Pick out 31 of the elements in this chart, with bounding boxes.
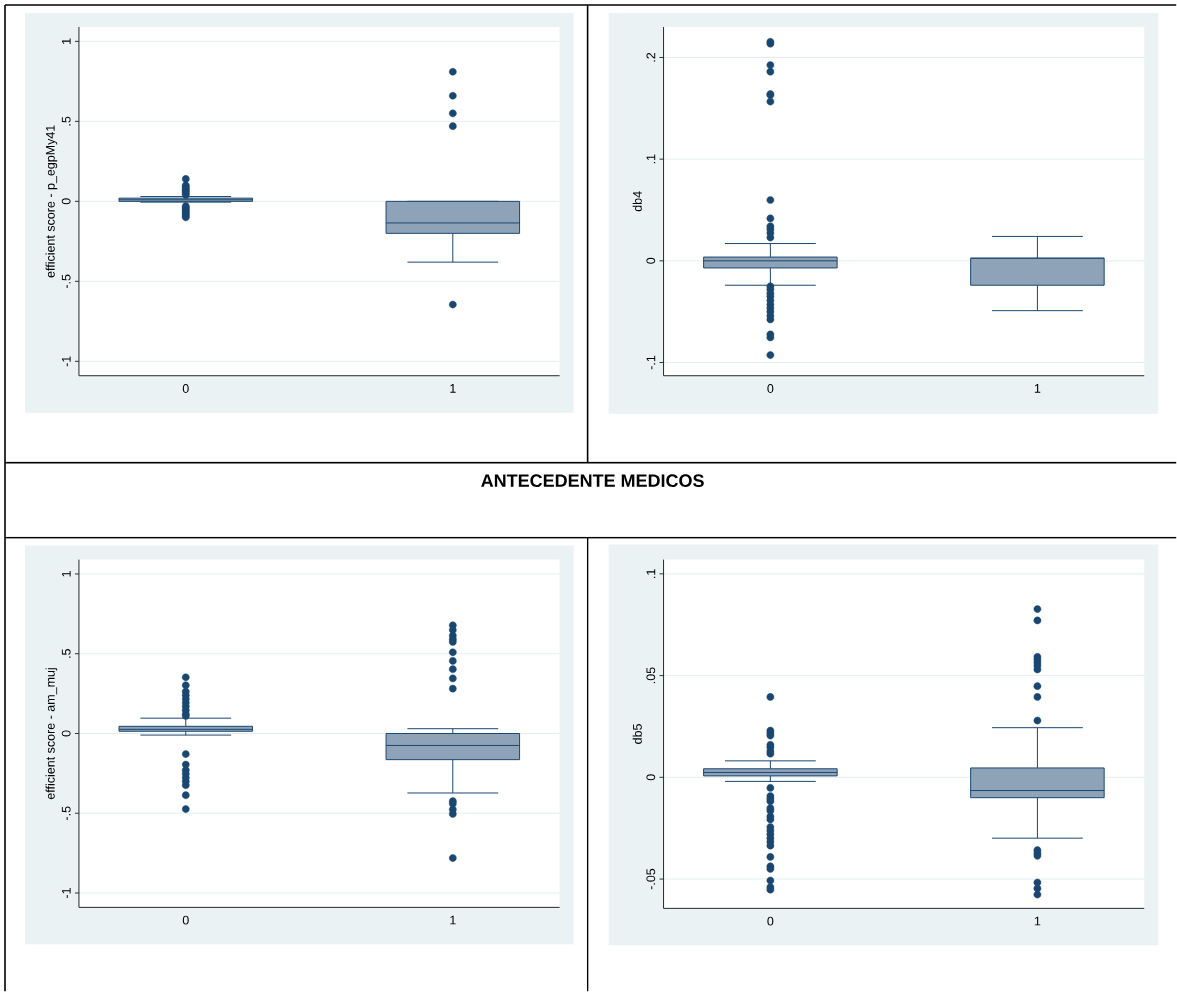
y-tick-label: -.5 xyxy=(61,806,71,820)
y-tick-label: 0 xyxy=(61,730,71,737)
x-tick-label: 1 xyxy=(1034,384,1041,393)
y-tick-label: -1 xyxy=(62,356,71,367)
x-tick-label: 1 xyxy=(450,384,456,393)
y-tick-label: .2 xyxy=(646,52,656,62)
y-tick-label: 0 xyxy=(646,257,656,264)
y-tick-label: .5 xyxy=(61,116,71,126)
y-tick-label: -.5 xyxy=(61,274,71,289)
y-tick-label: .05 xyxy=(646,667,656,684)
y-tick-label: 1 xyxy=(62,38,71,44)
x-tick-label: 0 xyxy=(767,916,774,926)
y-tick-label: -.05 xyxy=(646,868,656,890)
y-tick-label: .5 xyxy=(61,648,71,658)
x-tick-label: 1 xyxy=(1034,916,1041,926)
y-tick-label: 1 xyxy=(62,571,71,577)
x-tick-label: 0 xyxy=(182,384,189,393)
y-tick-label: 0 xyxy=(646,774,656,781)
y-axis-title: db5 xyxy=(632,724,642,744)
y-tick-label: 0 xyxy=(61,198,71,205)
x-tick-label: 0 xyxy=(182,915,189,925)
chart-title: ANTECEDENTE MEDICOS xyxy=(481,474,704,487)
y-axis-title: db4 xyxy=(632,191,642,212)
y-tick-label: -1 xyxy=(62,888,71,898)
y-tick-label: .1 xyxy=(646,569,656,578)
x-tick-label: 1 xyxy=(450,915,456,925)
x-tick-label: 0 xyxy=(767,384,774,393)
y-axis-title: efficient score - am_muj xyxy=(45,668,58,800)
y-axis-title: efficient score - p_egpMy41 xyxy=(45,125,58,278)
y-tick-label: .1 xyxy=(646,154,656,164)
y-tick-label: -.1 xyxy=(646,355,656,370)
